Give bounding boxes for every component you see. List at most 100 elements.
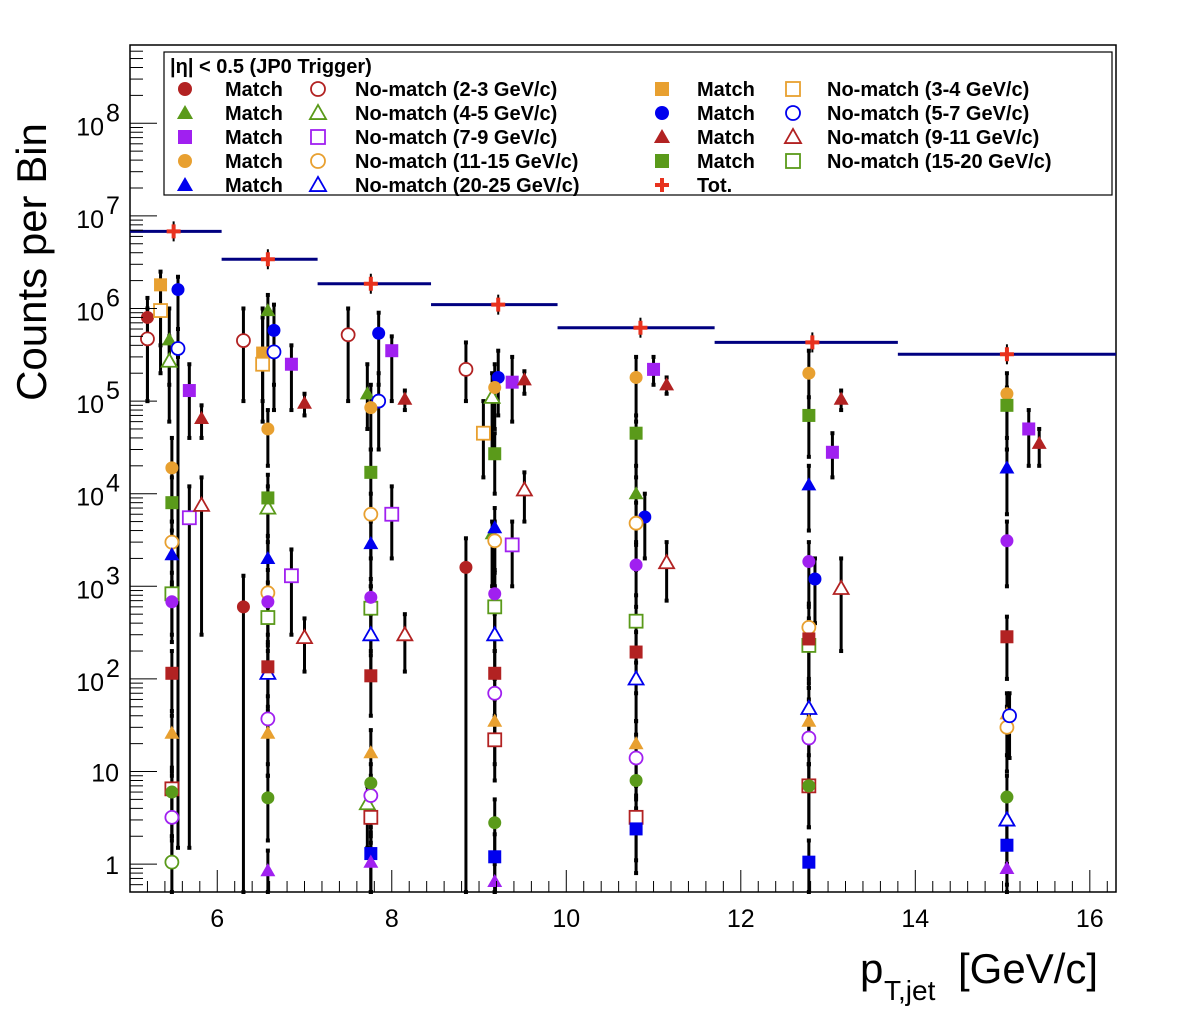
error-cap bbox=[664, 598, 669, 603]
data-point bbox=[801, 477, 817, 491]
data-point bbox=[629, 822, 643, 836]
error-cap bbox=[634, 719, 639, 724]
data-point bbox=[491, 370, 505, 384]
data-markers bbox=[140, 278, 1047, 888]
y-tick-exponent: 7 bbox=[106, 192, 120, 220]
error-cap bbox=[368, 762, 373, 767]
legend-label: Match bbox=[697, 79, 755, 101]
data-point bbox=[359, 386, 375, 400]
error-cap bbox=[302, 669, 307, 674]
error-cap bbox=[490, 519, 495, 524]
error-cap bbox=[642, 556, 647, 561]
data-point bbox=[236, 333, 251, 348]
error-cap bbox=[169, 580, 174, 585]
error-cap bbox=[302, 413, 307, 418]
data-point bbox=[363, 788, 379, 803]
legend-marker bbox=[785, 105, 801, 121]
data-point bbox=[628, 750, 644, 766]
error-cap bbox=[265, 838, 270, 843]
data-point bbox=[629, 370, 643, 384]
error-cap bbox=[463, 890, 468, 894]
error-cap bbox=[492, 362, 497, 367]
error-cap bbox=[389, 484, 394, 489]
legend-box bbox=[163, 51, 1113, 196]
data-point bbox=[628, 809, 644, 825]
error-cap bbox=[241, 399, 246, 404]
error-cap bbox=[265, 848, 270, 853]
data-point bbox=[171, 283, 185, 297]
y-tick-base: 1 bbox=[105, 852, 119, 880]
error-cap bbox=[145, 295, 150, 300]
error-cap bbox=[346, 399, 351, 404]
data-point bbox=[165, 595, 179, 609]
error-cap bbox=[169, 475, 174, 480]
x-axis-title-p: p bbox=[860, 945, 883, 992]
error-cap bbox=[302, 391, 307, 396]
legend-entry: Match bbox=[178, 79, 283, 101]
legend-entry: Match bbox=[655, 151, 755, 173]
data-point bbox=[164, 725, 180, 739]
error-cap bbox=[265, 762, 270, 767]
legend-entry: Match bbox=[176, 175, 283, 197]
y-axis-title: Counts per Bin bbox=[8, 123, 55, 401]
error-cap bbox=[492, 506, 497, 511]
data-point bbox=[364, 847, 378, 861]
error-cap bbox=[1004, 890, 1009, 894]
error-cap bbox=[1004, 773, 1009, 778]
legend-label: No-match (2-3 GeV/c) bbox=[355, 79, 557, 101]
data-point bbox=[629, 558, 643, 572]
y-tick-base: 10 bbox=[76, 206, 104, 234]
error-cap bbox=[167, 306, 172, 311]
error-cap bbox=[376, 371, 381, 376]
error-cap bbox=[1004, 769, 1009, 774]
x-tick-label: 8 bbox=[385, 905, 399, 933]
error-cap bbox=[634, 691, 639, 696]
data-point bbox=[363, 854, 379, 868]
data-point bbox=[487, 873, 503, 888]
error-cap bbox=[368, 576, 373, 581]
legend-marker bbox=[655, 154, 669, 168]
error-cap bbox=[265, 694, 270, 699]
legend-entry: Match bbox=[176, 103, 283, 125]
error-cap bbox=[187, 845, 192, 850]
data-point bbox=[802, 555, 816, 569]
error-cap bbox=[492, 649, 497, 654]
data-point bbox=[802, 408, 816, 422]
data-point bbox=[488, 587, 502, 601]
data-point bbox=[801, 619, 817, 635]
legend-label: Match bbox=[225, 175, 283, 197]
error-cap bbox=[806, 395, 811, 400]
legend-marker bbox=[655, 178, 669, 192]
error-cap bbox=[402, 612, 407, 617]
error-cap bbox=[346, 306, 351, 311]
data-point bbox=[256, 346, 270, 360]
data-point bbox=[161, 332, 177, 346]
data-point bbox=[629, 426, 643, 440]
error-cap bbox=[490, 584, 495, 589]
data-point bbox=[284, 357, 298, 371]
data-point bbox=[260, 863, 276, 877]
error-cap bbox=[1026, 408, 1031, 413]
error-cap bbox=[481, 475, 486, 480]
error-cap bbox=[812, 556, 817, 561]
data-point bbox=[1031, 435, 1047, 449]
error-cap bbox=[389, 556, 394, 561]
data-point bbox=[154, 278, 168, 292]
data-point bbox=[628, 613, 644, 629]
y-tick-exponent: 8 bbox=[106, 99, 120, 127]
data-point bbox=[488, 447, 502, 461]
data-point bbox=[483, 387, 502, 404]
x-axis-title-sub: T,jet bbox=[884, 975, 936, 1006]
data-point bbox=[284, 568, 299, 584]
legend-entry: No-match (3-4 GeV/c) bbox=[785, 79, 1029, 101]
error-cap bbox=[265, 463, 270, 468]
legend-label: Match bbox=[225, 127, 283, 149]
error-cap bbox=[634, 500, 639, 505]
data-point bbox=[295, 628, 314, 645]
error-cap bbox=[664, 540, 669, 545]
error-cap bbox=[260, 419, 265, 424]
data-point bbox=[236, 600, 250, 614]
error-cap bbox=[634, 806, 639, 811]
legend-marker bbox=[178, 130, 192, 144]
